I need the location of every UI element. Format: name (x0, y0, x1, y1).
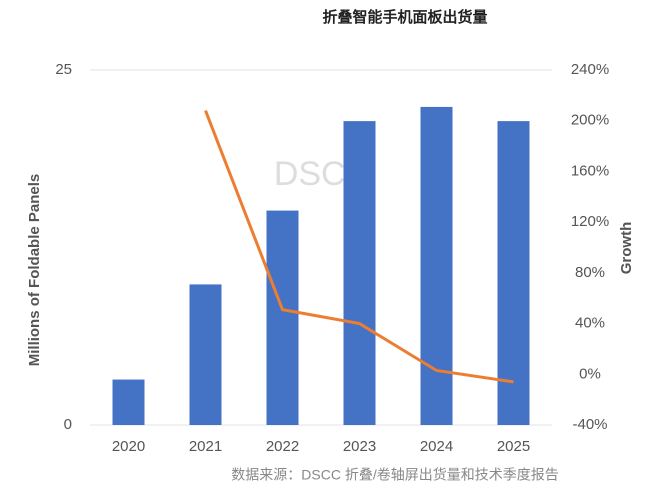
source-note: 数据来源：DSCC 折叠/卷轴屏出货量和技术季度报告 (231, 467, 558, 483)
y2-tick-label: 40% (575, 315, 605, 332)
y2-tick-label: 200% (571, 112, 609, 129)
y2-tick-label: 160% (571, 162, 609, 179)
y2-tick-label: -40% (572, 416, 607, 433)
y-axis-label: Millions of Foldable Panels (26, 174, 43, 367)
x-tick-label: 2020 (112, 438, 145, 455)
bar (266, 210, 299, 425)
growth-line (204, 110, 514, 384)
bar (497, 121, 530, 426)
chart-title: 折叠智能手机面板出货量 (322, 8, 487, 26)
bar (189, 284, 222, 425)
bar (343, 121, 376, 426)
y2-tick-label: 80% (575, 264, 605, 281)
y-tick-label: 25 (55, 61, 72, 78)
y2-tick-label: 240% (571, 61, 609, 78)
x-tick-label: 2024 (420, 438, 453, 455)
y2-axis-label: Growth (618, 222, 635, 275)
x-tick-label: 2025 (497, 438, 530, 455)
x-tick-label: 2022 (266, 438, 299, 455)
y-tick-label: 0 (64, 416, 72, 433)
x-tick-label: 2023 (343, 438, 376, 455)
x-tick-label: 2021 (189, 438, 222, 455)
bar (112, 379, 145, 425)
bar (420, 106, 453, 426)
y2-tick-label: 120% (571, 213, 609, 230)
y2-tick-label: 0% (579, 365, 601, 382)
